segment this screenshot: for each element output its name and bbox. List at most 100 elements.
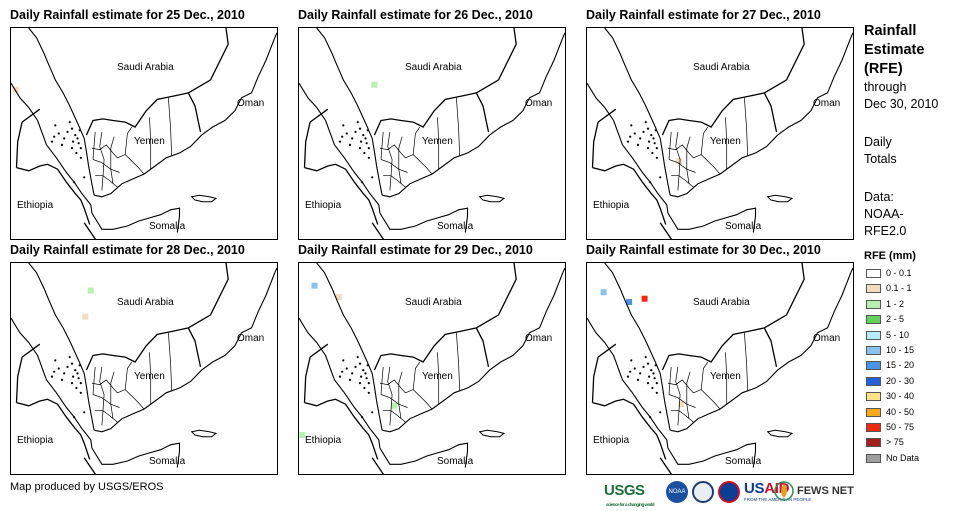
title-line-3: (RFE) [864,61,903,77]
district-border [398,371,403,419]
district-border [725,352,728,405]
map-frame: Saudi Arabia Oman Yemen Ethiopia Somalia [298,262,566,475]
country-border [362,193,379,225]
label-ethiopia: Ethiopia [593,435,630,446]
district-border [380,394,408,408]
district-border [668,159,696,173]
coastline [381,32,565,198]
island [70,147,74,150]
label-somalia: Somalia [149,456,186,467]
country-border [659,457,673,474]
island [68,356,71,359]
basemap-borders [11,263,277,474]
legend-label: 5 - 10 [886,329,910,340]
island [652,372,655,375]
country-border [187,28,229,94]
coastline [379,442,469,468]
district-border [700,361,709,390]
island [79,382,82,385]
country-border [475,92,490,133]
panel-title: Daily Rainfall estimate for 29 Dec., 201… [298,243,533,257]
coastline [381,267,565,433]
island [636,378,640,381]
district-border [744,332,749,392]
data-label: Data: [864,190,894,204]
legend-label: 1 - 2 [886,298,905,309]
island [651,386,654,390]
island [365,377,368,380]
coastline [604,263,671,431]
legend-label: > 75 [886,437,904,448]
basemap-borders [299,28,565,239]
island [371,176,374,179]
district-border [109,415,118,423]
island [642,130,645,133]
legend-label: 20 - 30 [886,375,915,386]
country-border [74,193,91,225]
island [338,375,342,378]
country-border [303,343,329,403]
country-border [763,263,805,329]
district-border [380,131,384,160]
district-border [124,389,145,410]
label-oman: Oman [813,333,841,344]
coastline [28,28,95,196]
district-border [686,371,691,419]
island [78,129,81,132]
legend-swatch [866,376,881,386]
legend-label: 50 - 75 [886,422,915,432]
island [651,151,654,155]
panel-title: Daily Rainfall estimate for 26 Dec., 201… [298,8,533,22]
district-border [668,394,696,408]
label-ethiopia: Ethiopia [17,200,54,211]
label-saudi-arabia: Saudi Arabia [405,62,462,73]
island [652,137,655,140]
label-saudi-arabia: Saudi Arabia [117,297,174,308]
label-somalia: Somalia [725,221,762,232]
label-oman: Oman [237,98,265,109]
coastline [379,207,469,233]
district-border [412,126,421,155]
country-border [659,222,673,239]
island [345,367,348,370]
map-panel-26-dec: Daily Rainfall estimate for 26 Dec., 201… [298,5,576,242]
legend-label: 0 - 0.1 [886,268,912,278]
country-border [650,428,667,460]
island [345,132,348,135]
island [70,127,74,130]
country-border [373,327,477,371]
end-date-text: Dec 30, 2010 [864,97,939,111]
usaid-seal-icon [718,481,740,503]
district-border [437,352,440,405]
island [341,135,344,138]
country-border [83,457,97,474]
label-yemen: Yemen [134,371,165,382]
label-oman: Oman [813,98,841,109]
panel-title: Daily Rainfall estimate for 27 Dec., 201… [586,8,821,22]
island [77,142,80,145]
island [351,137,354,140]
legend-label: No Data [886,452,920,463]
label-somalia: Somalia [437,456,474,467]
island [650,134,653,137]
usaid-tagline: FROM THE AMERICAN PEOPLE [744,497,812,502]
basemap-borders [299,263,565,474]
island [654,364,657,367]
island [626,140,630,143]
island [362,134,365,137]
coastline [93,32,277,198]
socotra-island [766,194,794,203]
island [367,156,370,159]
legend-swatch [866,407,881,417]
usgs-logo-text: USGS [604,482,645,499]
country-border [303,108,329,168]
island [75,386,78,390]
through-text: through [864,80,907,94]
island [66,365,69,368]
district-border [109,180,118,188]
country-border [362,428,379,460]
country-border [15,108,41,168]
island [644,121,647,124]
island [364,137,367,140]
legend-swatch [866,438,881,448]
